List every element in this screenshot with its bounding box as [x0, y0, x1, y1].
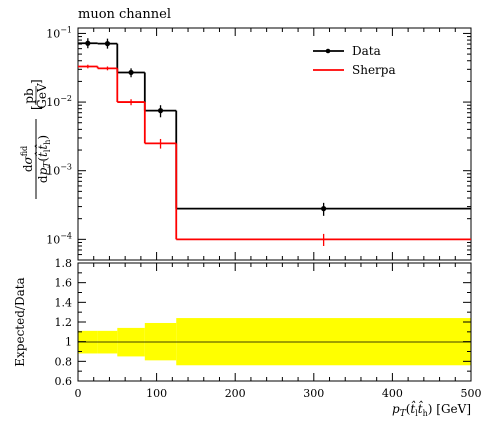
bottom-y-tick-label: 1.2	[55, 316, 73, 329]
data-point	[128, 69, 134, 76]
svg-text:]: ]	[29, 79, 43, 84]
top-y-tick-label: 10−3	[46, 163, 72, 178]
x-tick-label: 200	[225, 387, 246, 400]
svg-text:pT(t̂lt̂h) [GeV]: pT(t̂lt̂h) [GeV]	[392, 399, 471, 419]
bottom-y-tick-label: 1.4	[55, 296, 73, 309]
top-panel-frame	[77, 27, 472, 261]
x-tick-label: 400	[382, 387, 403, 400]
legend-label-sherpa: Sherpa	[352, 63, 396, 77]
top-y-ticks: 10−1 10−2 10−3 10−4	[46, 25, 471, 261]
data-point	[157, 108, 164, 114]
svg-text:dpT(t̂lt̂h): dpT(t̂lt̂h)	[33, 135, 53, 183]
x-tick-label: 0	[75, 387, 82, 400]
legend: Data Sherpa	[313, 44, 396, 77]
top-series	[78, 38, 471, 246]
x-ticks: 0 100 200 300 400 500	[75, 28, 482, 400]
bottom-y-tick-label: 1.6	[55, 277, 73, 290]
x-tick-label: 500	[461, 387, 482, 400]
top-y-tick-label: 10−1	[46, 25, 72, 40]
chart-title: muon channel	[78, 7, 171, 22]
data-point	[104, 41, 111, 47]
svg-text:dσfid: dσfid	[20, 146, 35, 172]
bottom-y-tick-label: 1.8	[55, 257, 73, 270]
legend-label-data: Data	[352, 44, 381, 58]
bottom-y-tick-label: 1	[65, 336, 72, 349]
svg-text:GeV: GeV	[35, 83, 49, 109]
top-y-tick-label: 10−2	[46, 94, 72, 109]
bottom-y-tick-label: 0.6	[55, 375, 73, 388]
y-axis-label-bottom: Expected/Data	[13, 277, 27, 366]
data-point	[85, 40, 91, 46]
svg-text:pb: pb	[22, 88, 36, 104]
top-panel: 10−1 10−2 10−3 10−4	[46, 25, 472, 261]
bottom-y-tick-label: 0.8	[55, 355, 73, 368]
data-point	[321, 206, 327, 212]
x-tick-label: 100	[146, 387, 167, 400]
bottom-y-ticks: 0.6 0.8 1 1.2 1.4 1.6 1.8	[55, 257, 471, 388]
x-tick-label: 300	[303, 387, 324, 400]
svg-text:[: [	[29, 105, 43, 110]
legend-marker-data	[325, 48, 331, 54]
y-axis-label-top: dσfid dpT(t̂lt̂h) [ pb GeV ]	[20, 79, 53, 199]
x-axis-label: pT(t̂lt̂h) [GeV]	[392, 399, 471, 419]
top-y-tick-label: 10−4	[46, 231, 72, 246]
bottom-panel: 0.6 0.8 1 1.2 1.4 1.6 1.8 0 100 200 300 400 500	[55, 28, 482, 400]
